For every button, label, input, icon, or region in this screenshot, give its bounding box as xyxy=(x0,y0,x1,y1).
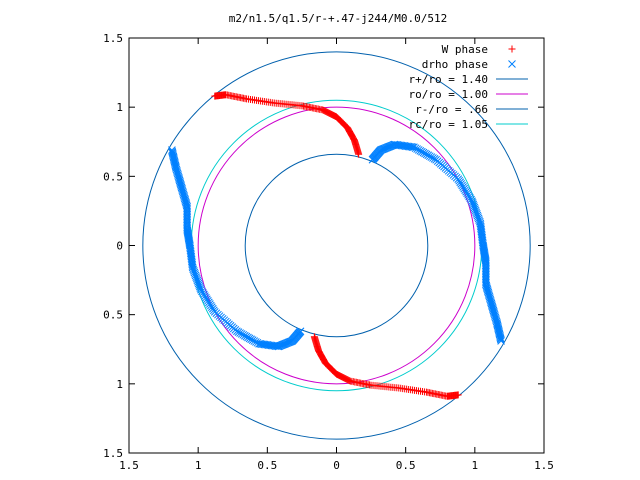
drho-phase-point xyxy=(475,217,484,226)
x-tick-label: 0.5 xyxy=(396,459,416,472)
y-tick-label: 1.5 xyxy=(103,32,123,45)
legend-label: rc/ro = 1.05 xyxy=(409,118,488,131)
drho-phase-point xyxy=(257,340,266,348)
legend-label: r-/ro = .66 xyxy=(415,103,488,116)
drho-phase-point xyxy=(168,148,177,157)
w-phase-point xyxy=(355,150,363,158)
w-phase-point xyxy=(310,333,318,341)
x-tick-label: 1.5 xyxy=(119,459,139,472)
legend-label: r+/ro = 1.40 xyxy=(409,73,488,86)
y-tick-label: 0.5 xyxy=(103,309,123,322)
x-tick-label: 1.5 xyxy=(534,459,554,472)
y-tick-label: 1.5 xyxy=(103,447,123,460)
legend: W phase drho phase r+/ro = 1.40 ro/ro = 1.0… xyxy=(409,43,528,131)
drho-phase-point xyxy=(496,334,505,343)
axis-ticks: 1.5 1 0.5 0 0.5 1 1.51.510.500.511.5 xyxy=(103,32,554,472)
y-tick-label: 1 xyxy=(116,101,123,114)
reference-circle xyxy=(197,106,476,385)
reference-circle xyxy=(142,51,531,440)
y-tick-label: 0 xyxy=(116,240,123,253)
x-tick-label: 0.5 xyxy=(257,459,277,472)
drho-phase-point xyxy=(497,337,505,345)
chart-title: m2/n1.5/q1.5/r-+.47-j244/M0.0/512 xyxy=(229,12,448,25)
drho-phase-point xyxy=(496,335,505,344)
drho-phase-point xyxy=(189,265,198,274)
legend-marker xyxy=(508,45,516,53)
legend-label: W phase xyxy=(442,43,488,56)
drho-phase-point xyxy=(168,146,176,154)
drho-phase-point xyxy=(407,143,416,151)
legend-label: drho phase xyxy=(422,58,488,71)
legend-label: ro/ro = 1.00 xyxy=(409,88,488,101)
reference-circle xyxy=(244,153,429,338)
legend-marker xyxy=(508,60,516,68)
x-tick-label: 0 xyxy=(333,459,340,472)
drho-phase-point xyxy=(168,147,177,156)
x-tick-label: 1 xyxy=(195,459,202,472)
y-tick-label: 1 xyxy=(116,378,123,391)
phase-points xyxy=(168,91,505,400)
y-tick-label: 0.5 xyxy=(103,170,123,183)
x-tick-label: 1 xyxy=(472,459,479,472)
